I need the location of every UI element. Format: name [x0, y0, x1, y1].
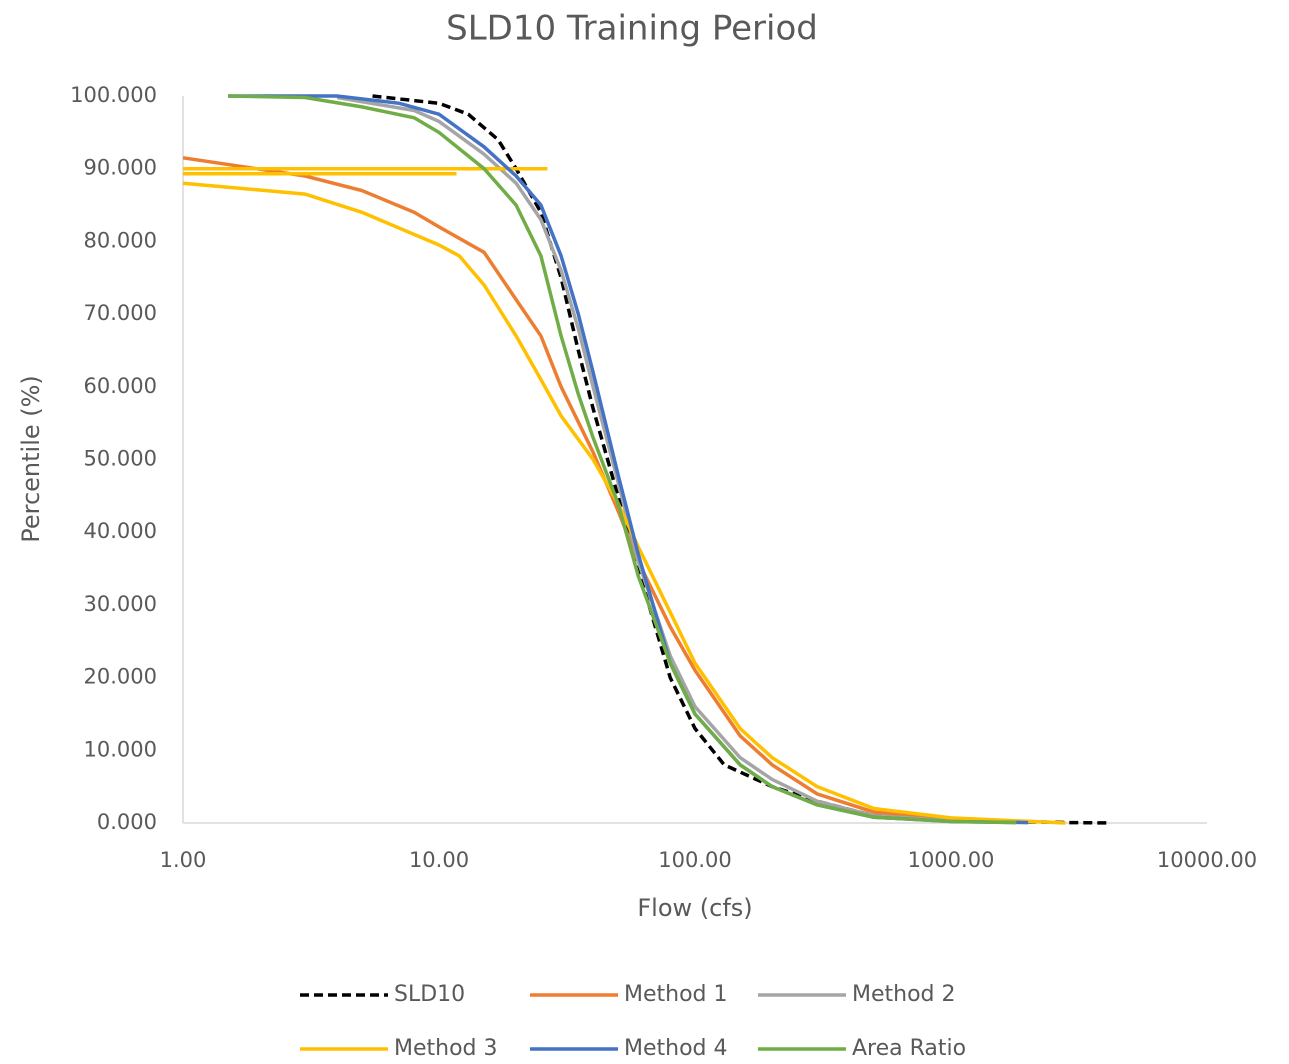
- y-axis-title: Percentile (%): [17, 375, 45, 543]
- data-line: [182, 166, 1066, 825]
- y-tick-label: 0.000: [97, 810, 157, 834]
- chart-title: SLD10 Training Period: [446, 9, 818, 49]
- legend-label: Area Ratio: [852, 1036, 966, 1061]
- legend-label: Method 2: [852, 982, 956, 1007]
- x-tick-label: 100.00: [658, 848, 731, 872]
- data-line: [372, 94, 1108, 825]
- x-tick-label: 1.00: [160, 848, 207, 872]
- y-tick-label: 50.000: [84, 447, 157, 471]
- x-tick-label: 10000.00: [1157, 848, 1257, 872]
- x-tick-label: 10.00: [409, 848, 469, 872]
- data-line: [182, 156, 1029, 825]
- data-line: [228, 94, 1029, 825]
- legend-label: Method 1: [624, 982, 728, 1007]
- y-tick-label: 100.000: [70, 83, 157, 107]
- y-tick-label: 70.000: [84, 301, 157, 325]
- legend-label: SLD10: [394, 982, 465, 1007]
- y-tick-label: 60.000: [84, 374, 157, 398]
- x-tick-label: 1000.00: [908, 848, 995, 872]
- data-line: [336, 95, 1029, 825]
- x-axis-title: Flow (cfs): [637, 894, 752, 922]
- y-tick-label: 90.000: [84, 156, 157, 180]
- y-tick-label: 40.000: [84, 519, 157, 543]
- y-tick-label: 80.000: [84, 228, 157, 252]
- y-tick-label: 30.000: [84, 592, 157, 616]
- legend-label: Method 3: [394, 1036, 498, 1061]
- y-tick-label: 20.000: [84, 665, 157, 689]
- y-tick-label: 10.000: [84, 737, 157, 761]
- data-line: [228, 94, 1017, 825]
- legend-label: Method 4: [624, 1036, 728, 1061]
